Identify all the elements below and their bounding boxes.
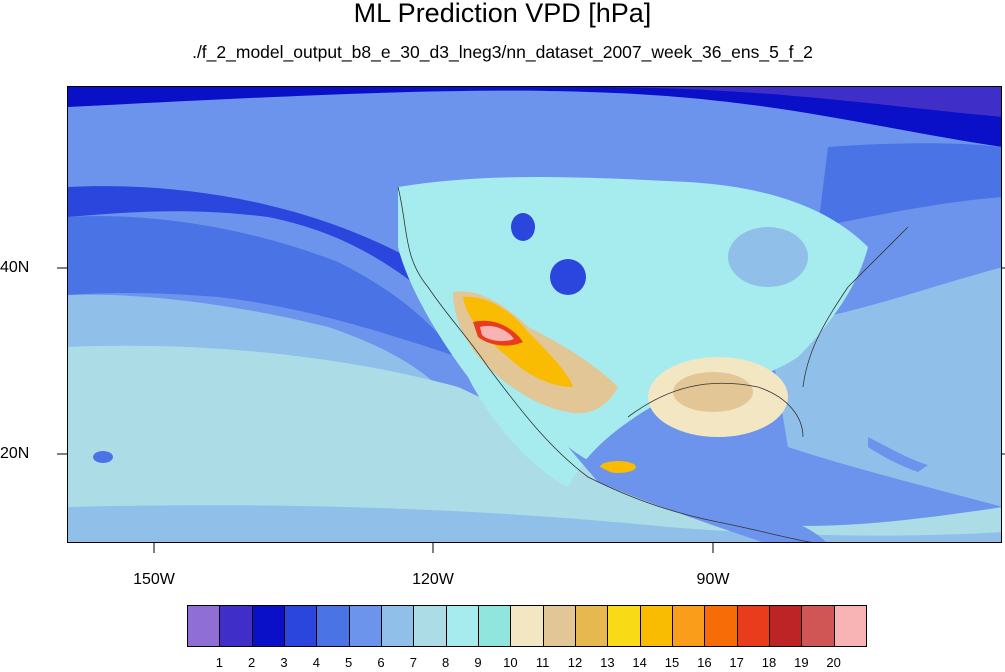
- vpd-map: [67, 86, 1002, 543]
- colorbar-swatch: [413, 605, 447, 647]
- colorbar-label: 15: [664, 655, 680, 670]
- field-band: [68, 87, 1001, 117]
- colorbar-swatch: [510, 605, 544, 647]
- colorbar-label: 13: [600, 655, 615, 670]
- colorbar-swatch: [672, 605, 706, 647]
- colorbar-swatch: [219, 605, 253, 647]
- field-band: [818, 143, 1001, 227]
- colorbar: [187, 605, 867, 647]
- coastline: [802, 226, 909, 388]
- colorbar-label: 12: [567, 655, 583, 670]
- lat-label-20n: 20N: [0, 445, 30, 462]
- coastline: [397, 186, 813, 542]
- colorbar-label: 8: [442, 655, 450, 670]
- colorbar-label: 4: [312, 655, 320, 670]
- colorbar-label: 2: [248, 655, 256, 670]
- field-band: [511, 213, 535, 241]
- field-band: [68, 87, 1001, 147]
- colorbar-swatch: [445, 605, 479, 647]
- colorbar-label: 3: [280, 655, 288, 670]
- colorbar-label: 5: [345, 655, 353, 670]
- colorbar-label: 18: [761, 655, 777, 670]
- colorbar-swatch: [187, 605, 221, 647]
- lon-label-90w: 90W: [696, 571, 730, 588]
- field-band: [808, 197, 1001, 317]
- coastline: [627, 382, 804, 438]
- lat-label-40n: 40N: [0, 259, 30, 276]
- colorbar-label: 14: [632, 655, 647, 670]
- field-band: [68, 505, 1001, 542]
- lon-label-120w: 120W: [412, 571, 454, 588]
- colorbar-swatch: [833, 605, 867, 647]
- colorbar-swatch: [316, 605, 350, 647]
- page-title: ML Prediction VPD [hPa]: [353, 0, 652, 28]
- colorbar-label: 7: [409, 655, 417, 670]
- field-band: [600, 461, 636, 473]
- field-band: [768, 267, 1001, 507]
- colorbar-label: 6: [377, 655, 385, 670]
- lon-label-150w: 150W: [133, 571, 175, 588]
- field-band: [868, 437, 928, 472]
- colorbar-label: 11: [535, 655, 550, 670]
- colorbar-swatch: [348, 605, 382, 647]
- colorbar-swatch: [639, 605, 673, 647]
- colorbar-swatch: [251, 605, 285, 647]
- colorbar-label: 1: [215, 655, 223, 670]
- colorbar-label: 9: [474, 655, 482, 670]
- field-band: [568, 447, 826, 542]
- colorbar-label: 20: [826, 655, 841, 670]
- colorbar-swatch: [284, 605, 318, 647]
- field-band: [68, 216, 458, 357]
- field-band: [728, 227, 808, 287]
- colorbar-swatch: [381, 605, 415, 647]
- colorbar-label: 10: [503, 655, 518, 670]
- colorbar-label: 16: [697, 655, 712, 670]
- field-band: [480, 325, 514, 342]
- colorbar-swatch: [542, 605, 576, 647]
- colorbar-swatch: [736, 605, 770, 647]
- colorbar-swatch: [704, 605, 738, 647]
- colorbar-swatch: [607, 605, 641, 647]
- field-band: [673, 372, 753, 412]
- colorbar-swatch: [575, 605, 609, 647]
- vpd-field: [68, 87, 1001, 542]
- page-subtitle: ./f_2_model_output_b8_e_30_d3_lneg3/nn_d…: [192, 42, 813, 62]
- colorbar-label: 19: [794, 655, 809, 670]
- colorbar-swatch: [801, 605, 835, 647]
- field-band: [93, 451, 113, 463]
- colorbar-swatch: [769, 605, 803, 647]
- field-band: [550, 259, 586, 295]
- colorbar-label: 17: [729, 655, 744, 670]
- colorbar-swatch: [478, 605, 512, 647]
